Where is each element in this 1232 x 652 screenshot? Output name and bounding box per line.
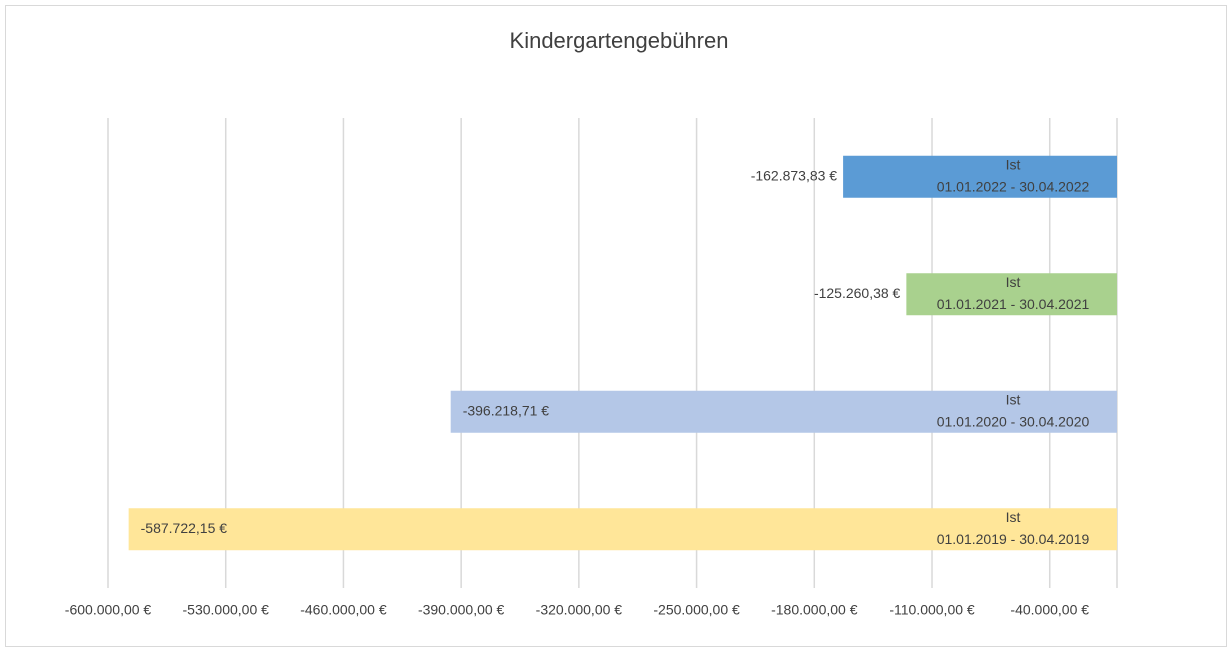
category-label: 01.01.2019 - 30.04.2019 [937, 531, 1090, 547]
x-tick-label: -460.000,00 € [300, 602, 387, 618]
x-tick-label: -320.000,00 € [536, 602, 623, 618]
category-label: Ist [1006, 391, 1021, 407]
x-tick-label: -40.000,00 € [1010, 602, 1089, 618]
category-label: 01.01.2022 - 30.04.2022 [937, 178, 1090, 194]
category-label: 01.01.2020 - 30.04.2020 [937, 413, 1090, 429]
value-label: -396.218,71 € [463, 402, 550, 418]
bar [450, 390, 1117, 433]
bar [128, 508, 1118, 551]
chart-title: Kindergartengebühren [510, 28, 729, 53]
value-label: -162.873,83 € [751, 167, 838, 183]
x-tick-label: -110.000,00 € [889, 602, 975, 618]
value-label: -587.722,15 € [141, 520, 228, 536]
chart-frame [5, 5, 1227, 647]
category-label: Ist [1006, 274, 1021, 290]
category-label: Ist [1006, 509, 1021, 525]
x-tick-label: -250.000,00 € [653, 602, 740, 618]
bar [843, 155, 1117, 198]
value-label: -125.260,38 € [814, 285, 901, 301]
x-tick-label: -180.000,00 € [771, 602, 858, 618]
category-label: Ist [1006, 156, 1021, 172]
x-tick-label: -530.000,00 € [183, 602, 270, 618]
bar [906, 273, 1117, 316]
x-tick-label: -600.000,00 € [65, 602, 152, 618]
x-tick-label: -390.000,00 € [418, 602, 505, 618]
category-label: 01.01.2021 - 30.04.2021 [937, 296, 1090, 312]
